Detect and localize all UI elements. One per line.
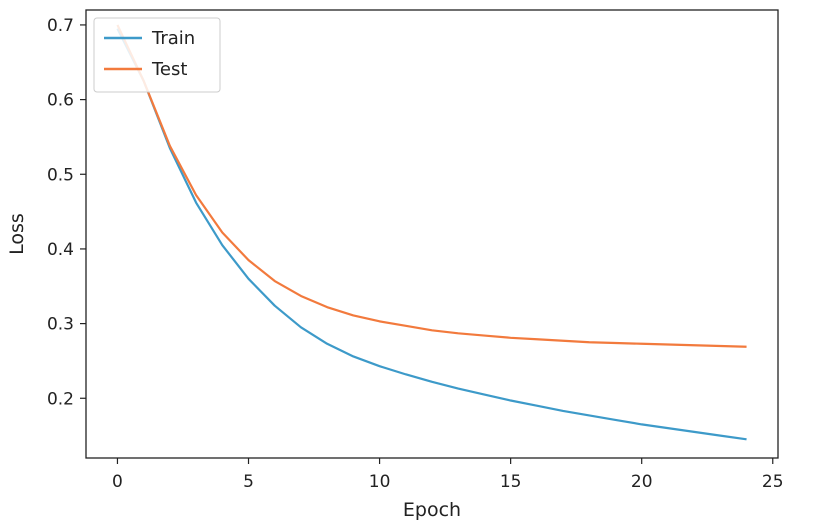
legend: Train Test (93, 17, 221, 93)
legend-label-train: Train (151, 28, 195, 49)
y-tick-label: 0.3 (47, 315, 74, 335)
x-tick-label: 20 (631, 472, 653, 492)
x-tick-label: 10 (369, 472, 391, 492)
y-tick-label: 0.2 (47, 389, 74, 409)
x-axis-ticks: 0 5 10 15 20 25 (112, 458, 784, 492)
x-axis-label: Epoch (403, 499, 461, 521)
x-tick-label: 15 (500, 472, 522, 492)
series-line-train (116, 28, 747, 441)
y-axis-ticks: 0.2 0.3 0.4 0.5 0.6 0.7 (47, 16, 86, 409)
y-tick-label: 0.6 (47, 91, 74, 111)
legend-label-test: Test (151, 59, 187, 80)
x-tick-label: 0 (112, 472, 123, 492)
series-line-test (116, 24, 747, 348)
x-tick-label: 5 (243, 472, 254, 492)
x-tick-label: 25 (762, 472, 784, 492)
legend-box (93, 17, 221, 93)
y-tick-label: 0.5 (47, 165, 74, 185)
y-tick-label: 0.4 (47, 240, 74, 260)
y-tick-label: 0.7 (47, 16, 74, 36)
plot-lines (116, 24, 747, 441)
plot-frame (85, 9, 779, 459)
y-axis-label: Loss (6, 213, 28, 255)
